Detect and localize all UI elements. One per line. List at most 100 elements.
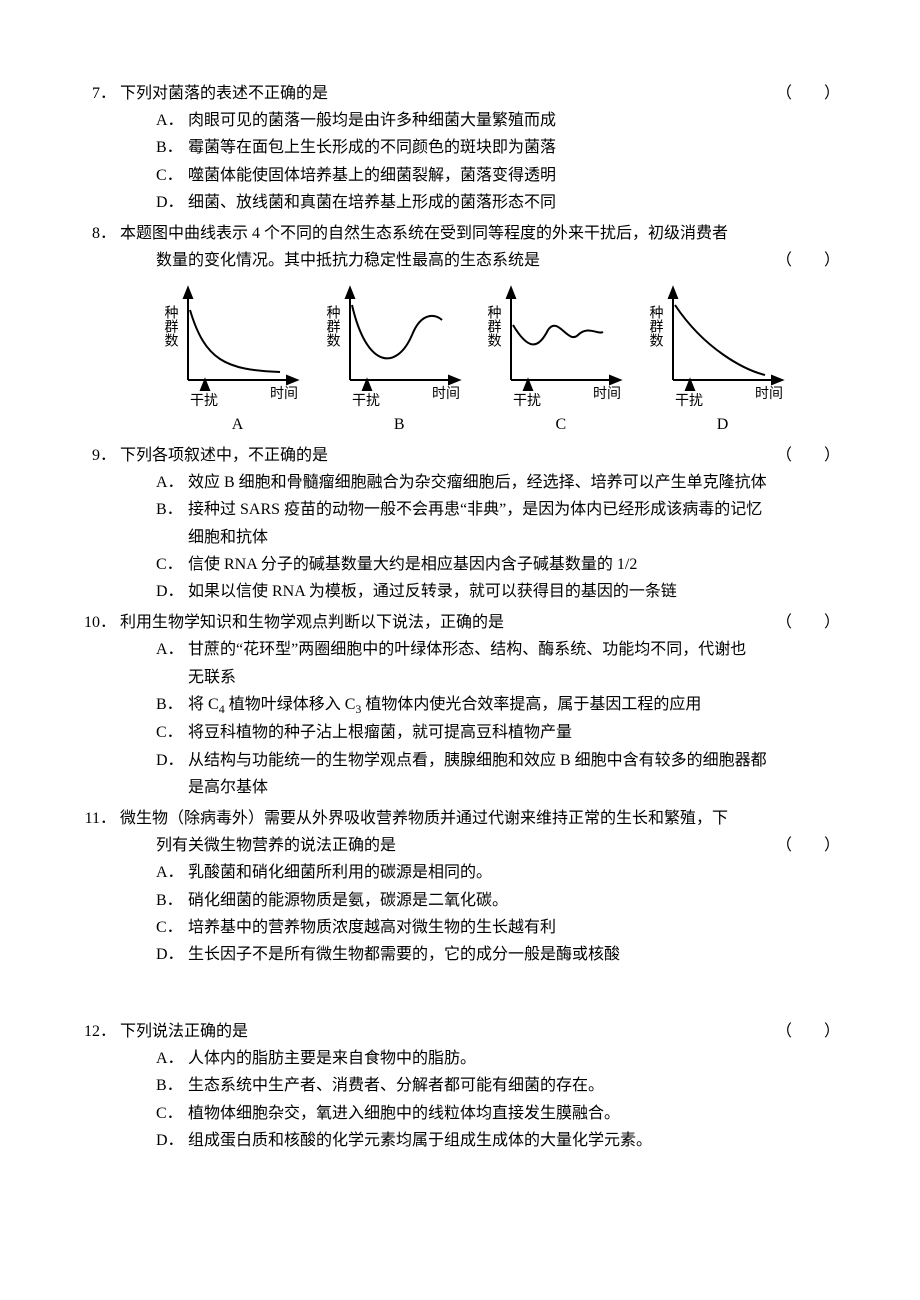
q7-option-b: B．霉菌等在面包上生长形成的不同颜色的斑块即为菌落 — [156, 134, 840, 161]
q11-c-text: 培养基中的营养物质浓度越高对微生物的生长越有利 — [188, 914, 840, 941]
x-label: 时间 — [432, 386, 460, 402]
q10-d2-text: 是高尔基体 — [188, 774, 840, 801]
chart-b: 种群数 时间 干扰 B — [322, 280, 477, 436]
q11-stem-row2: 列有关微生物营养的说法正确的是 （ ） — [80, 832, 840, 859]
q10-a1-text: 甘蔗的“花环型”两圈细胞中的叶绿体形态、结构、酶系统、功能均不同，代谢也 — [188, 636, 840, 663]
question-10: 10． 利用生物学知识和生物学观点判断以下说法，正确的是 （ ） A．甘蔗的“花… — [80, 609, 840, 801]
opt-label-b: B． — [156, 496, 188, 523]
q9-a-text: 效应 B 细胞和骨髓瘤细胞融合为杂交瘤细胞后，经选择、培养可以产生单克隆抗体 — [188, 469, 840, 496]
opt-label-d: D． — [156, 941, 188, 968]
q11-blank: （ ） — [768, 832, 840, 859]
q12-b-text: 生态系统中生产者、消费者、分解者都可能有细菌的存在。 — [188, 1072, 840, 1099]
q8-stem1: 本题图中曲线表示 4 个不同的自然生态系统在受到同等程度的外来干扰后，初级消费者 — [120, 220, 840, 247]
q11-number: 11． — [80, 805, 120, 832]
q12-options: A．人体内的脂肪主要是来自食物中的脂肪。 B．生态系统中生产者、消费者、分解者都… — [80, 1045, 840, 1154]
q7-blank: （ ） — [768, 80, 840, 107]
q9-options: A．效应 B 细胞和骨髓瘤细胞融合为杂交瘤细胞后，经选择、培养可以产生单克隆抗体… — [80, 469, 840, 605]
dist-label: 干扰 — [190, 393, 218, 409]
q11-option-b: B．硝化细菌的能源物质是氨，碳源是二氧化碳。 — [156, 887, 840, 914]
q9-b1-text: 接种过 SARS 疫苗的动物一般不会再患“非典”，是因为体内已经形成该病毒的记忆 — [188, 496, 840, 523]
chart-d-svg: 种群数 时间 干扰 — [645, 280, 800, 415]
q9-option-d: D．如果以信使 RNA 为模板，通过反转录，就可以获得目的基因的一条链 — [156, 578, 840, 605]
opt-label-c: C． — [156, 551, 188, 578]
question-12: 12． 下列说法正确的是 （ ） A．人体内的脂肪主要是来自食物中的脂肪。 B．… — [80, 1018, 840, 1154]
chart-b-label: B — [322, 415, 477, 436]
q10-number: 10． — [80, 609, 120, 636]
opt-label-a: A． — [156, 469, 188, 496]
question-8: 8． 本题图中曲线表示 4 个不同的自然生态系统在受到同等程度的外来干扰后，初级… — [80, 220, 840, 438]
q7-option-a: A．肉眼可见的菌落一般均是由许多种细菌大量繁殖而成 — [156, 107, 840, 134]
chart-c-svg: 种群数 时间 干扰 — [483, 280, 638, 415]
q9-head: 9． 下列各项叙述中，不正确的是 （ ） — [80, 442, 840, 469]
q11-stem2: 列有关微生物营养的说法正确的是 — [156, 832, 768, 859]
opt-label-d: D． — [156, 747, 188, 774]
q10-b-pre: 将 C — [188, 696, 219, 713]
question-7: 7． 下列对菌落的表述不正确的是 （ ） A．肉眼可见的菌落一般均是由许多种细菌… — [80, 80, 840, 216]
opt-label-d: D． — [156, 1127, 188, 1154]
q9-option-b: B．接种过 SARS 疫苗的动物一般不会再患“非典”，是因为体内已经形成该病毒的… — [156, 496, 840, 523]
q12-number: 12． — [80, 1018, 120, 1045]
q9-blank: （ ） — [768, 442, 840, 469]
y-label: 种群数 — [486, 305, 502, 347]
q11-b-text: 硝化细菌的能源物质是氨，碳源是二氧化碳。 — [188, 887, 840, 914]
q9-b2-text: 细胞和抗体 — [188, 524, 840, 551]
q8-number: 8． — [80, 220, 120, 247]
q10-head: 10． 利用生物学知识和生物学观点判断以下说法，正确的是 （ ） — [80, 609, 840, 636]
q10-option-a: A．甘蔗的“花环型”两圈细胞中的叶绿体形态、结构、酶系统、功能均不同，代谢也 — [156, 636, 840, 663]
q7-d-text: 细菌、放线菌和真菌在培养基上形成的菌落形态不同 — [188, 189, 840, 216]
opt-label-b: B． — [156, 1072, 188, 1099]
q10-b-mid1: 植物叶绿体移入 C — [225, 696, 356, 713]
q9-number: 9． — [80, 442, 120, 469]
opt-label-a: A． — [156, 1045, 188, 1072]
opt-label-b: B． — [156, 691, 188, 718]
curve-a — [190, 310, 280, 372]
q10-stem: 利用生物学知识和生物学观点判断以下说法，正确的是 — [120, 609, 768, 636]
opt-label-b: B． — [156, 887, 188, 914]
q12-option-b: B．生态系统中生产者、消费者、分解者都可能有细菌的存在。 — [156, 1072, 840, 1099]
q11-a-text: 乳酸菌和硝化细菌所利用的碳源是相同的。 — [188, 859, 840, 886]
chart-c: 种群数 时间 干扰 C — [483, 280, 638, 436]
q12-head: 12． 下列说法正确的是 （ ） — [80, 1018, 840, 1045]
q10-option-c: C．将豆科植物的种子沾上根瘤菌，就可提高豆科植物产量 — [156, 719, 840, 746]
q7-c-text: 噬菌体能使固体培养基上的细菌裂解，菌落变得透明 — [188, 162, 840, 189]
q7-stem: 下列对菌落的表述不正确的是 — [120, 80, 768, 107]
chart-a-label: A — [160, 415, 315, 436]
q11-options: A．乳酸菌和硝化细菌所利用的碳源是相同的。 B．硝化细菌的能源物质是氨，碳源是二… — [80, 859, 840, 968]
chart-a: 种群数 时间 干扰 A — [160, 280, 315, 436]
chart-c-label: C — [483, 415, 638, 436]
q7-b-text: 霉菌等在面包上生长形成的不同颜色的斑块即为菌落 — [188, 134, 840, 161]
q10-b-text: 将 C4 植物叶绿体移入 C3 植物体内使光合效率提高，属于基因工程的应用 — [188, 691, 840, 720]
q10-b-mid2: 植物体内使光合效率提高，属于基因工程的应用 — [361, 696, 701, 713]
y-label: 种群数 — [647, 305, 663, 347]
q10-a2-text: 无联系 — [188, 664, 840, 691]
opt-label-b: B． — [156, 134, 188, 161]
opt-label-d: D． — [156, 578, 188, 605]
x-label: 时间 — [593, 386, 621, 402]
q7-option-c: C．噬菌体能使固体培养基上的细菌裂解，菌落变得透明 — [156, 162, 840, 189]
opt-label-a: A． — [156, 107, 188, 134]
q7-head: 7． 下列对菌落的表述不正确的是 （ ） — [80, 80, 840, 107]
q12-option-a: A．人体内的脂肪主要是来自食物中的脂肪。 — [156, 1045, 840, 1072]
question-11: 11． 微生物（除病毒外）需要从外界吸收营养物质并通过代谢来维持正常的生长和繁殖… — [80, 805, 840, 968]
opt-label-d: D． — [156, 189, 188, 216]
chart-d: 种群数 时间 干扰 D — [645, 280, 800, 436]
q12-option-d: D．组成蛋白质和核酸的化学元素均属于组成生成体的大量化学元素。 — [156, 1127, 840, 1154]
q8-stem2: 数量的变化情况。其中抵抗力稳定性最高的生态系统是 — [156, 247, 768, 274]
opt-label-c: C． — [156, 1100, 188, 1127]
q12-a-text: 人体内的脂肪主要是来自食物中的脂肪。 — [188, 1045, 840, 1072]
q9-c-text: 信使 RNA 分子的碱基数量大约是相应基因内含子碱基数量的 1/2 — [188, 551, 840, 578]
x-label: 时间 — [270, 386, 298, 402]
q10-option-b: B． 将 C4 植物叶绿体移入 C3 植物体内使光合效率提高，属于基因工程的应用 — [156, 691, 840, 720]
q11-option-d: D．生长因子不是所有微生物都需要的，它的成分一般是酶或核酸 — [156, 941, 840, 968]
q9-option-c: C．信使 RNA 分子的碱基数量大约是相应基因内含子碱基数量的 1/2 — [156, 551, 840, 578]
q12-c-text: 植物体细胞杂交，氧进入细胞中的线粒体均直接发生膜融合。 — [188, 1100, 840, 1127]
q10-option-a2: 无联系 — [156, 664, 840, 691]
dist-label: 干扰 — [675, 393, 703, 409]
q12-stem: 下列说法正确的是 — [120, 1018, 768, 1045]
opt-label-a: A． — [156, 859, 188, 886]
x-label: 时间 — [755, 386, 783, 402]
opt-label-c: C． — [156, 162, 188, 189]
curve-d — [675, 305, 765, 375]
q9-d-text: 如果以信使 RNA 为模板，通过反转录，就可以获得目的基因的一条链 — [188, 578, 840, 605]
q10-d1-text: 从结构与功能统一的生物学观点看，胰腺细胞和效应 B 细胞中含有较多的细胞器都 — [188, 747, 840, 774]
